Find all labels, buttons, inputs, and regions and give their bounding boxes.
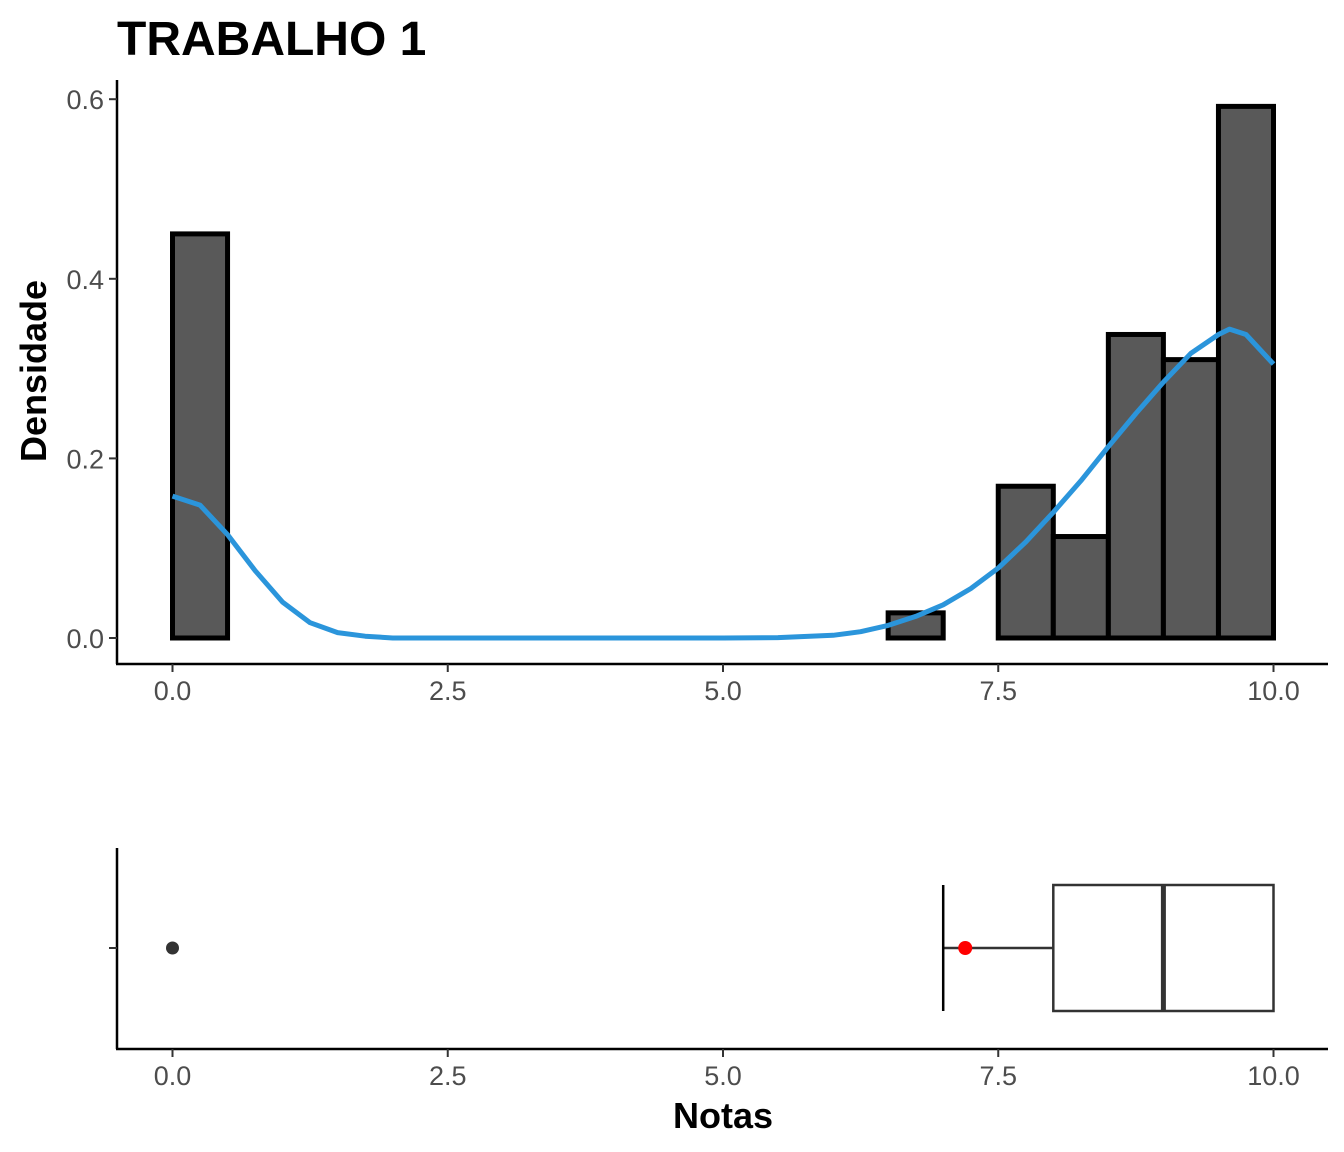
histogram-panel: 0.0 0.2 0.4 0.6 0.0 2.5 5.0 7.5 10.0 <box>66 80 1328 706</box>
y-tick-label-3: 0.6 <box>66 85 104 115</box>
histogram-bar-18 <box>1160 357 1221 641</box>
mean-point <box>958 941 973 955</box>
box-x-tick-label-3: 7.5 <box>979 1061 1017 1091</box>
histogram-bar-17 <box>1105 331 1166 641</box>
x-tick-label-2: 5.0 <box>704 676 742 706</box>
x-tick-label-3: 7.5 <box>979 676 1017 706</box>
y-tick-label-2: 0.4 <box>66 265 104 295</box>
histogram-bar-16 <box>1050 534 1111 641</box>
box-x-tick-label-1: 2.5 <box>429 1061 467 1091</box>
box-x-tick-label-4: 10.0 <box>1247 1061 1300 1091</box>
histogram-bar-0 <box>170 231 231 641</box>
x-axis-title: Notas <box>673 1095 773 1136</box>
box-x-tick-label-0: 0.0 <box>154 1061 192 1091</box>
density-curve <box>171 326 1276 641</box>
chart-title: TRABALHO 1 <box>117 13 426 66</box>
box-x-tick-label-2: 5.0 <box>704 1061 742 1091</box>
boxplot-panel: 0.0 2.5 5.0 7.5 10.0 <box>109 848 1328 1091</box>
y-axis-title: Densidade <box>13 280 54 462</box>
x-tick-label-0: 0.0 <box>154 676 192 706</box>
y-tick-label-1: 0.2 <box>66 444 104 474</box>
histogram-bar-19 <box>1215 103 1276 641</box>
x-tick-label-1: 2.5 <box>429 676 467 706</box>
outlier-point-0 <box>166 941 179 955</box>
x-tick-label-4: 10.0 <box>1247 676 1300 706</box>
y-tick-label-0: 0.0 <box>66 624 104 654</box>
